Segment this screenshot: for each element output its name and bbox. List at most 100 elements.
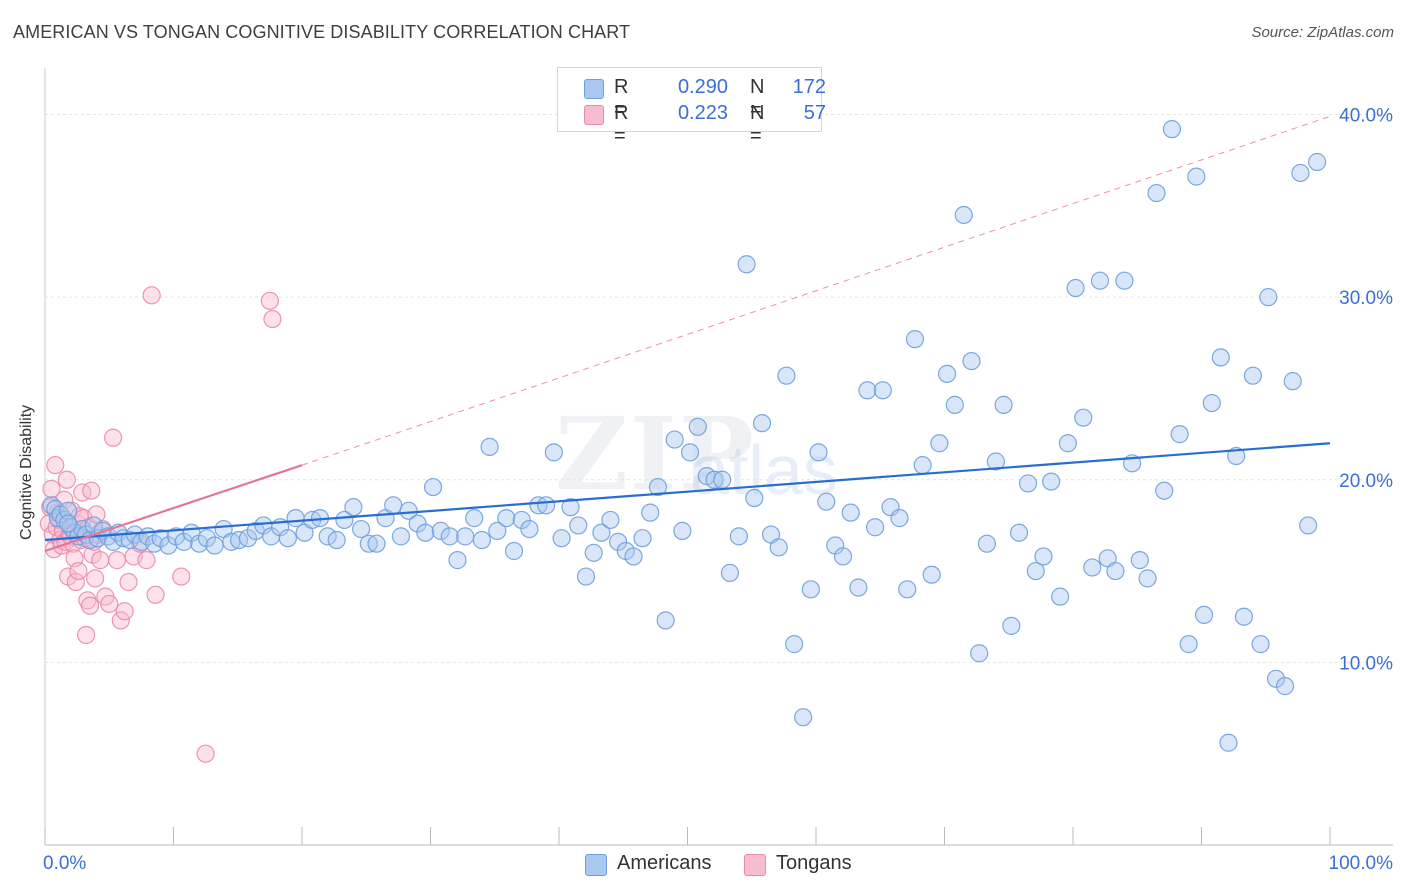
tongans-point xyxy=(107,551,127,570)
tongans-point xyxy=(82,481,101,500)
americans-point xyxy=(1074,408,1093,427)
americans-point xyxy=(1251,635,1270,654)
americans-point xyxy=(352,519,371,539)
americans-point xyxy=(1115,271,1134,290)
americans-point xyxy=(359,534,378,553)
americans-point xyxy=(335,510,354,530)
americans-point xyxy=(794,708,813,727)
americans-point xyxy=(584,543,603,562)
tongans-point xyxy=(196,744,215,763)
americans-point xyxy=(1291,163,1310,183)
americans-point xyxy=(937,364,957,383)
americans-point xyxy=(278,529,297,548)
legend-n-value: 172 xyxy=(792,76,826,98)
americans-point xyxy=(745,488,764,508)
americans-point xyxy=(1026,561,1045,581)
americans-point xyxy=(423,477,443,497)
tongans-point xyxy=(137,551,156,570)
americans-point xyxy=(159,536,178,555)
legend-r-value: 0.290 xyxy=(677,76,728,98)
americans-point xyxy=(497,509,516,528)
americans-point xyxy=(873,381,892,400)
americans-point xyxy=(858,381,877,400)
tongans-point xyxy=(115,602,134,621)
americans-point xyxy=(624,547,643,566)
americans-point xyxy=(504,541,524,561)
americans-point xyxy=(954,205,973,225)
americans-point xyxy=(238,529,258,548)
americans-point xyxy=(1259,288,1278,307)
americans-point xyxy=(537,496,556,515)
americans-point xyxy=(656,611,675,630)
bottom-legend-swatch-americans xyxy=(585,854,607,876)
grid-lines xyxy=(45,114,1395,663)
americans-point xyxy=(1308,152,1327,172)
tongans-trend-line xyxy=(44,464,303,553)
legend-r-label: R = xyxy=(614,76,629,121)
americans-point xyxy=(665,430,684,449)
americans-point xyxy=(1234,607,1254,626)
americans-point xyxy=(648,477,668,497)
tongans-point xyxy=(86,569,105,588)
americans-point xyxy=(1002,616,1021,635)
americans-point xyxy=(569,516,588,535)
americans-point xyxy=(59,514,78,533)
bottom-legend-swatch-tongans xyxy=(744,854,766,876)
americans-point xyxy=(1227,446,1246,466)
americans-point xyxy=(769,538,788,557)
axes xyxy=(44,68,1393,846)
tongans-point xyxy=(57,470,76,489)
americans-point xyxy=(601,510,620,530)
americans-point xyxy=(1090,271,1110,290)
americans-point xyxy=(849,578,868,597)
americans-point xyxy=(318,527,337,546)
americans-point xyxy=(713,470,732,489)
source-label: Source: ZipAtlas.com xyxy=(1251,24,1394,41)
tongans-point xyxy=(263,309,282,329)
americans-point xyxy=(440,527,459,546)
americans-points xyxy=(42,120,1327,752)
americans-point xyxy=(945,395,964,414)
trend-lines xyxy=(44,115,1331,553)
americans-point xyxy=(905,330,925,349)
americans-point xyxy=(1106,561,1125,581)
americans-point xyxy=(1018,474,1038,493)
americans-point xyxy=(120,530,139,550)
americans-point xyxy=(456,527,475,546)
americans-point xyxy=(1042,472,1061,491)
tongans-point xyxy=(46,456,65,475)
bottom-legend-label: Tongans xyxy=(776,852,852,874)
bottom-legend-label: Americans xyxy=(617,852,712,874)
americans-point xyxy=(529,496,548,515)
tongans-point xyxy=(77,625,96,645)
x-tick-label-max: 100.0% xyxy=(1329,853,1394,874)
americans-point xyxy=(1283,372,1302,391)
tongans-trend-extension xyxy=(301,115,1331,466)
americans-point xyxy=(890,509,909,528)
americans-point xyxy=(1130,551,1149,570)
americans-point xyxy=(480,437,499,456)
americans-point xyxy=(673,521,692,540)
americans-point xyxy=(384,496,403,515)
legend-n-label: N = xyxy=(750,76,765,121)
americans-point xyxy=(520,519,539,539)
americans-point xyxy=(866,518,885,537)
tongans-point xyxy=(111,611,130,630)
tongans-point xyxy=(100,594,119,614)
y-axis-label: Cognitive Disability xyxy=(18,404,35,540)
tongans-point xyxy=(172,567,191,586)
americans-point xyxy=(1299,516,1318,535)
americans-point xyxy=(1009,523,1029,542)
americans-point xyxy=(752,414,772,433)
tongans-point xyxy=(104,428,123,447)
americans-point xyxy=(544,443,563,462)
americans-point xyxy=(448,551,467,570)
americans-point xyxy=(785,635,804,654)
americans-point xyxy=(817,492,836,511)
legend-swatch-tongans xyxy=(584,105,604,125)
legend: R = 0.290 N = 172 R = 0.223 N = 57 xyxy=(557,67,826,147)
y-tick-label: 20.0% xyxy=(1339,471,1393,492)
americans-point xyxy=(930,434,949,453)
americans-point xyxy=(472,530,491,550)
americans-point xyxy=(408,514,427,533)
